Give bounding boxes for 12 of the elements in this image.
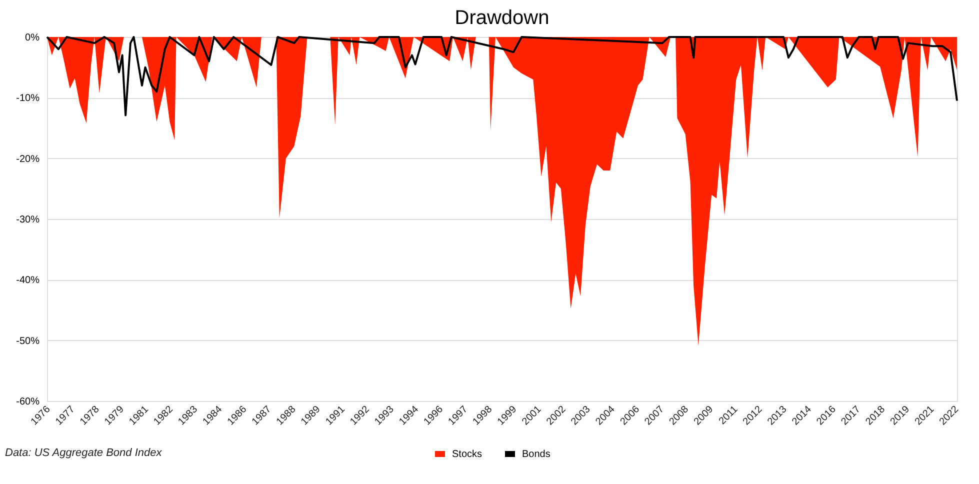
y-tick-label: -40% (16, 275, 40, 286)
line-series (46, 36, 958, 116)
chart-title: Drawdown (454, 7, 550, 29)
y-tick-label: -60% (16, 396, 40, 408)
y-tick-label: -10% (16, 93, 40, 104)
y-tick-label: 0% (25, 32, 40, 44)
y-tick-label: -50% (16, 336, 40, 347)
legend-label: Bonds (522, 449, 550, 460)
y-tick-label: -20% (16, 154, 40, 165)
y-tick-label: -30% (16, 214, 40, 226)
legend-label: Stocks (452, 449, 482, 460)
text: Data: US Aggregate Bond Index (5, 447, 162, 459)
